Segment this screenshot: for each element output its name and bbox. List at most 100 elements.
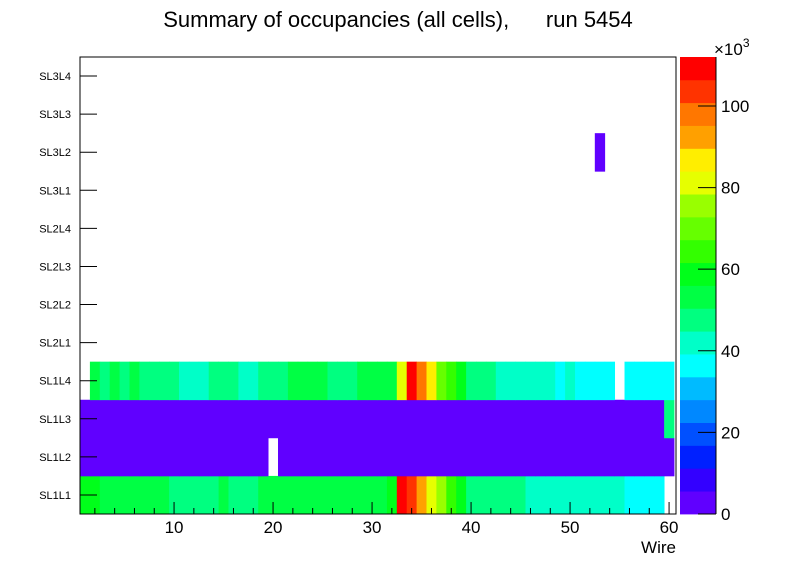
heatmap-cell <box>367 437 378 477</box>
heatmap-cell <box>535 399 546 439</box>
heatmap-cell <box>258 437 269 477</box>
heatmap-cell <box>416 475 427 515</box>
heatmap-cell <box>159 475 170 515</box>
color-scale-band <box>680 445 716 469</box>
z-multiplier-exponent: 3 <box>743 36 750 50</box>
heatmap-cell <box>426 361 437 401</box>
y-tick-label: SL3L4 <box>39 71 71 83</box>
heatmap-cell <box>594 475 606 515</box>
heatmap-cell <box>258 399 269 439</box>
heatmap-cell <box>278 361 289 401</box>
heatmap-cell <box>228 361 239 401</box>
heatmap-cell <box>248 475 259 515</box>
y-tick-label: SL1L2 <box>39 452 71 464</box>
heatmap-cell <box>634 475 645 515</box>
heatmap-cell <box>337 399 348 439</box>
heatmap-cell <box>287 361 299 401</box>
heatmap-cell <box>268 475 279 515</box>
heatmap-cell <box>317 399 328 439</box>
heatmap-cell <box>614 475 625 515</box>
heatmap-cell <box>327 361 338 401</box>
heatmap-cell <box>565 475 576 515</box>
heatmap-cell <box>317 475 328 515</box>
heatmap-cell <box>654 399 665 439</box>
heatmap-cell <box>179 361 190 401</box>
heatmap-cell <box>555 475 566 515</box>
heatmap-cell <box>159 361 170 401</box>
heatmap-cell <box>575 361 586 401</box>
heatmap-cell <box>505 437 517 477</box>
heatmap-cell <box>109 437 121 477</box>
y-tick-label: SL2L1 <box>39 338 71 350</box>
heatmap-cell <box>456 437 467 477</box>
y-tick-label: SL3L1 <box>39 185 71 197</box>
heatmap-cell <box>248 399 259 439</box>
heatmap-cell <box>179 475 190 515</box>
heatmap-cell <box>664 399 675 439</box>
x-tick-label: 50 <box>561 518 580 537</box>
heatmap-cell <box>476 361 487 401</box>
z-axis-multiplier: ×103 <box>714 36 750 59</box>
color-scale-band <box>680 491 716 515</box>
heatmap-cell <box>535 475 546 515</box>
heatmap-cell <box>584 475 596 515</box>
heatmap-cell <box>466 437 477 477</box>
heatmap-cell <box>218 437 229 477</box>
heatmap-cell <box>505 475 517 515</box>
heatmap-cell <box>238 361 249 401</box>
heatmap-cell <box>317 437 328 477</box>
heatmap-cell <box>664 437 675 477</box>
heatmap-cell <box>327 475 338 515</box>
z-tick-label: 60 <box>721 260 740 279</box>
heatmap-cell <box>495 399 507 439</box>
plot-frame <box>79 56 677 515</box>
heatmap-cell <box>119 399 130 439</box>
heatmap-cell <box>525 361 536 401</box>
heatmap-cell <box>644 437 655 477</box>
heatmap-cell <box>436 361 447 401</box>
x-axis-label: Wire <box>641 538 676 557</box>
heatmap-cell <box>456 361 467 401</box>
heatmap-cell <box>584 437 596 477</box>
color-scale-band <box>680 148 716 172</box>
heatmap-cell <box>218 399 229 439</box>
heatmap-cell <box>357 475 368 515</box>
heatmap-cell <box>278 437 289 477</box>
heatmap-cell <box>198 399 210 439</box>
heatmap-cell <box>99 361 111 401</box>
heatmap-cell <box>584 399 596 439</box>
heatmap-cell <box>476 437 487 477</box>
heatmap-cell <box>208 361 220 401</box>
heatmap-cell <box>575 399 586 439</box>
x-tick-label: 30 <box>363 518 382 537</box>
heatmap-cell <box>99 437 111 477</box>
heatmap-cell <box>505 361 517 401</box>
y-tick-label: SL3L3 <box>39 109 71 121</box>
z-multiplier-text: ×10 <box>714 40 743 59</box>
heatmap-cell <box>357 437 368 477</box>
heatmap-cell <box>386 437 398 477</box>
heatmap-cell <box>278 475 289 515</box>
heatmap-cell <box>624 437 635 477</box>
color-scale-band <box>680 79 716 104</box>
color-scale-band <box>680 102 716 126</box>
heatmap-cell <box>654 361 665 401</box>
heatmap-cell <box>347 361 358 401</box>
heatmap-cell <box>446 399 457 439</box>
heatmap-cell <box>575 437 586 477</box>
heatmap-cell <box>515 437 526 477</box>
heatmap-cell <box>208 437 220 477</box>
heatmap-cell <box>485 361 497 401</box>
heatmap-cell <box>555 399 566 439</box>
heatmap-cell <box>367 361 378 401</box>
heatmap-cell <box>406 399 418 439</box>
heatmap-cell <box>119 475 130 515</box>
heatmap-cell <box>109 361 121 401</box>
heatmap-cell <box>466 399 477 439</box>
color-scale-band <box>680 216 716 241</box>
heatmap-cell <box>495 475 507 515</box>
chart-title: Summary of occupancies (all cells), run … <box>163 7 633 32</box>
heatmap-cell <box>525 437 536 477</box>
heatmap-cell <box>99 399 111 439</box>
